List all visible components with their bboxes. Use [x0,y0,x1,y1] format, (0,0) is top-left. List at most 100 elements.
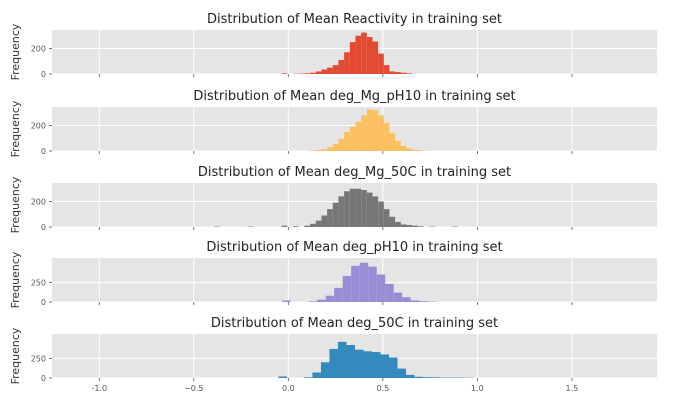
histogram-bar [368,266,377,302]
histogram-bar [366,109,373,151]
histogram-bar [397,368,407,378]
histogram-bar [383,209,390,227]
y-axis-label: Frequency [9,327,22,384]
histogram-bar [372,41,379,74]
chart-panel-1: 0 200 Distribution of Mean Reactivity in t… [9,12,657,80]
histogram-bar [317,299,326,302]
y-tick-label: 0 [41,374,46,383]
histogram-bar [406,374,415,378]
histogram-bar [419,301,428,302]
histogram-bar [325,295,335,302]
histogram-bar [338,138,345,151]
histogram-bar [378,53,384,74]
x-tick-label: 0.5 [376,384,389,393]
histogram-bar [383,65,390,74]
histogram-bar [385,283,394,302]
histogram-bar [310,223,316,227]
histogram-bar [342,276,352,302]
histogram-bar [355,121,362,151]
histogram-bar [321,215,328,227]
y-tick-label: 250 [31,278,46,287]
histogram-bar [354,349,364,378]
histogram-bar [355,188,362,227]
histogram-bar [349,188,356,227]
histogram-bar [355,35,362,74]
y-tick-label: 200 [31,197,46,206]
chart-title: Distribution of Mean deg_Mg_pH10 in trai… [193,89,515,104]
histogram-bar [281,73,288,74]
x-tick-label: -1.0 [91,384,107,393]
histogram-bar [389,133,396,151]
histogram-bar [312,372,321,378]
histogram-bar [327,67,333,74]
histogram-bar [378,115,384,151]
histogram-bar [304,73,311,74]
histogram-bar [282,300,291,302]
histogram-bar [293,226,299,227]
histogram-bar [389,71,396,74]
y-tick-label: 200 [31,44,46,53]
histogram-bar [344,191,350,227]
histogram-bar [303,377,313,378]
histogram-bar [417,150,424,151]
histogram-bar [395,72,401,74]
histogram-bar [361,115,367,151]
histogram-bar [327,209,333,227]
histogram-bar [423,377,432,378]
histogram-bar [395,140,401,151]
histogram-bar [400,224,407,227]
chart-panel-3: 0 200 Distribution of Mean deg_Mg_50C in t… [9,165,657,233]
histogram-bar [412,149,418,151]
histogram-bar [278,376,287,378]
y-tick-label: 0 [41,298,46,307]
histogram-bar [406,73,413,74]
histogram-bar [321,69,328,74]
histogram-bar [315,220,322,227]
histogram-bar [308,301,318,302]
histogram-bar [402,297,411,302]
chart-title: Distribution of Mean deg_pH10 in trainin… [206,240,502,255]
histogram-bar [281,225,288,227]
histogram-bar [344,131,350,151]
x-tick-label: 1.5 [566,384,579,393]
histogram-bar [389,357,398,378]
x-tick-label: 0.0 [282,384,295,393]
histogram-bar [349,126,356,151]
histogram-bar [400,145,407,151]
histogram-bar [337,341,347,378]
histogram-bar [334,287,343,302]
y-axis-label: Frequency [9,100,22,157]
y-axis-label: Frequency [9,23,22,80]
histogram-bar [304,225,311,227]
histogram-bar [315,149,322,151]
histogram-bar [389,216,396,227]
histogram-bar [395,221,401,227]
x-tick-label: 1.0 [471,384,484,393]
histogram-bar [338,59,345,74]
histogram-bar [378,201,384,227]
histogram-bar [338,196,345,227]
histogram-bar [417,226,424,227]
histogram-bar [380,354,390,378]
y-axis-label: Frequency [9,176,22,233]
y-tick-label: 0 [41,70,46,79]
histogram-bar [410,300,420,302]
chart-title: Distribution of Mean Reactivity in train… [207,12,502,27]
histogram-bar [372,110,379,151]
histogram-bar [361,32,367,74]
histogram-bar [431,377,441,378]
chart-panel-4: 0 250 Distribution of Mean deg_pH10 in tra… [9,240,657,308]
chart-title: Distribution of Mean deg_50C in training… [211,316,498,331]
y-tick-label: 0 [41,147,46,156]
y-tick-label: 250 [31,354,46,363]
histogram-bar [406,148,413,151]
chart-title: Distribution of Mean deg_Mg_50C in train… [198,165,511,180]
histogram-bar [310,72,316,74]
histogram-bar [329,348,338,378]
y-tick-label: 200 [31,121,46,130]
histogram-bar [376,274,386,302]
histogram-bar [412,225,418,227]
histogram-bar [363,351,372,378]
histogram-bar [406,225,413,227]
histogram-bar [393,292,403,302]
